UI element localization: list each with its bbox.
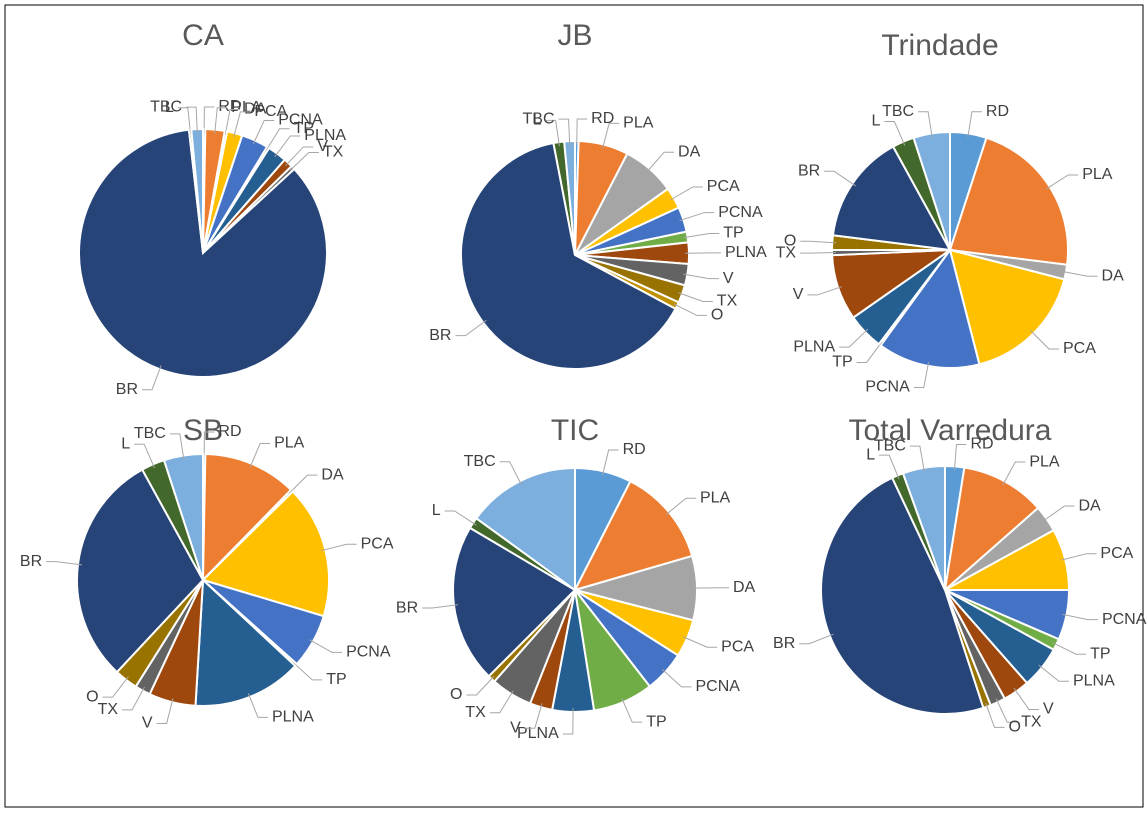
slice-label: TX <box>1021 713 1042 730</box>
slice-label: O <box>711 307 723 324</box>
slice-label: TP <box>832 354 852 371</box>
slice-label: RD <box>623 441 646 458</box>
chart-title: JB <box>557 19 592 52</box>
slice-label: RD <box>218 423 241 440</box>
slice-label: TX <box>465 704 486 721</box>
slice-label: BR <box>396 599 418 616</box>
slice-label: RD <box>591 110 614 127</box>
slice-label: RD <box>986 103 1009 120</box>
slice-label: PLNA <box>725 244 767 261</box>
slice-label: PCA <box>1100 545 1133 562</box>
slice-label: TBC <box>150 98 182 115</box>
slice-label: DA <box>678 143 701 160</box>
slice-label: PCA <box>1063 340 1096 357</box>
slice-label: TBC <box>882 103 914 120</box>
chart-title: SB <box>183 414 223 447</box>
leader-line <box>800 253 836 254</box>
chart-title: CA <box>182 19 224 52</box>
chart-title: TIC <box>551 414 599 447</box>
slice-label: L <box>871 113 880 130</box>
slice-label: V <box>723 270 734 287</box>
slice-label: PLA <box>623 115 654 132</box>
slice-label: TBC <box>464 453 496 470</box>
slice-label: L <box>121 435 130 452</box>
slice-label: DA <box>321 466 344 483</box>
slice-label: O <box>1008 719 1020 736</box>
slice-label: TX <box>323 144 344 161</box>
slice-label: PLNA <box>272 709 314 726</box>
slice-label: PLA <box>700 489 731 506</box>
slice-label: TBC <box>523 110 555 127</box>
slice-label: PLA <box>1029 453 1060 470</box>
slice-label: V <box>1043 701 1054 718</box>
slice-label: DA <box>733 579 756 596</box>
slice-label: O <box>784 232 796 249</box>
slice-label: O <box>86 688 98 705</box>
slice-label: PCA <box>707 178 740 195</box>
slice-label: BR <box>20 553 42 570</box>
slice-label: TP <box>1090 645 1110 662</box>
slice-label: PCNA <box>718 204 763 221</box>
slice-label: RD <box>970 436 993 453</box>
slice-label: BR <box>773 635 795 652</box>
slice-label: DA <box>1102 267 1125 284</box>
slice-label: DA <box>1078 497 1101 514</box>
slice-label: PCNA <box>1102 611 1147 628</box>
slice-label: PCA <box>361 536 394 553</box>
slice-label: PLNA <box>517 725 559 742</box>
slice-label: TP <box>646 713 666 730</box>
slice-label: PLA <box>1082 166 1113 183</box>
slice-label: BR <box>429 327 451 344</box>
slice-label: TX <box>98 701 119 718</box>
slice-label: TBC <box>134 425 166 442</box>
slice-label: TP <box>326 671 346 688</box>
slice-label: PLNA <box>1073 673 1115 690</box>
slice-label: BR <box>116 381 138 398</box>
slice-label: PCNA <box>696 678 741 695</box>
slice-label: L <box>432 502 441 519</box>
slice-label: V <box>510 720 521 737</box>
slice-label: PLA <box>274 435 305 452</box>
slice-label: O <box>450 686 462 703</box>
chart-title: Trindade <box>881 29 998 62</box>
slice-label: V <box>793 286 804 303</box>
slice-label: TP <box>723 225 743 242</box>
slice-label: PCA <box>721 638 754 655</box>
slice-label: PCNA <box>346 644 391 661</box>
slice-label: V <box>142 715 153 732</box>
slice-label: TBC <box>874 437 906 454</box>
slice-label: PLNA <box>793 338 835 355</box>
slice-label: PCNA <box>865 379 910 396</box>
slice-label: BR <box>798 163 820 180</box>
